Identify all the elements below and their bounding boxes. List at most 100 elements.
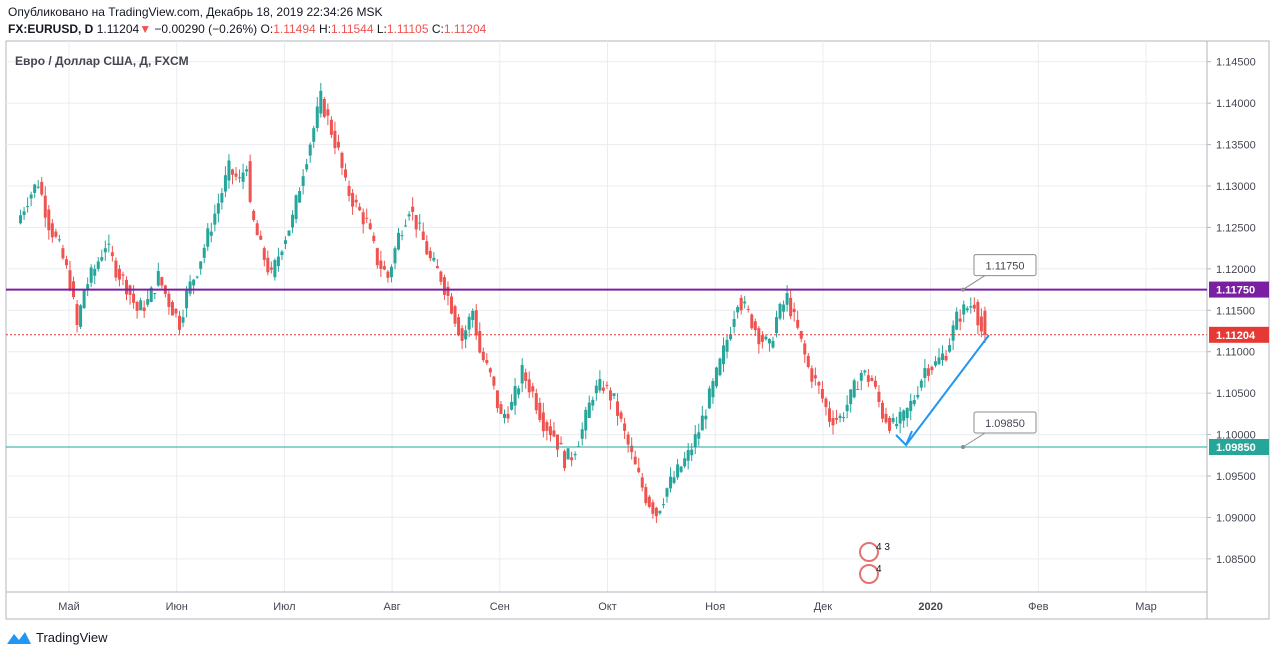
candle-body — [29, 194, 33, 199]
candle-body — [202, 247, 206, 258]
candle-body — [683, 458, 687, 467]
candle-body — [213, 213, 217, 225]
candle-body — [951, 325, 955, 341]
candle-body — [255, 223, 259, 236]
candle-body — [230, 169, 234, 175]
support-callout-connector — [962, 432, 986, 448]
time-axis: Май Июн Июл Авг Сен Окт Ноя Дек 2020 Фев Мар — [58, 601, 1157, 613]
last-price: 1.11204 — [96, 22, 140, 36]
candle-body — [898, 411, 902, 424]
candle-body — [626, 434, 630, 445]
candle-body — [103, 248, 107, 253]
candle-body — [428, 250, 432, 259]
y-tick-label: 1.13500 — [1216, 140, 1256, 152]
resistance-callout-connector — [962, 275, 986, 290]
candle-body — [149, 287, 153, 302]
candle-body — [160, 277, 164, 286]
x-tick-label: Сен — [490, 601, 510, 613]
candle-body — [110, 252, 114, 257]
candle-body — [640, 477, 644, 488]
candle-body — [43, 195, 47, 218]
candle-body — [467, 316, 471, 330]
candle-body — [729, 334, 733, 340]
candle-body — [895, 423, 899, 427]
candle-body — [584, 409, 588, 431]
candle-body — [495, 390, 499, 409]
candle-body — [269, 267, 273, 270]
candle-body — [732, 319, 736, 327]
candle-body — [700, 415, 704, 431]
candle-body — [442, 277, 446, 295]
resistance-callout-box — [973, 254, 1037, 277]
candle-body — [905, 407, 909, 418]
candle-body — [690, 449, 694, 456]
event-count: 4 — [876, 564, 882, 575]
candle-body — [404, 225, 408, 227]
candle-body — [340, 152, 344, 168]
candle-body — [68, 270, 72, 289]
candle-body — [619, 412, 623, 419]
levels[interactable]: 1.11750 1.11750 1.09850 1.09850 1.11204 — [6, 254, 1269, 455]
footer[interactable]: TradingView — [6, 630, 108, 645]
candle-body — [527, 379, 531, 393]
x-tick-label: Фев — [1028, 601, 1048, 613]
support-axis-label-bg — [1209, 439, 1269, 455]
candle-body — [100, 257, 104, 261]
candle-body — [820, 389, 824, 399]
candle-body — [319, 90, 323, 114]
candle-body — [746, 308, 750, 310]
candle-body — [195, 276, 199, 278]
candle-body — [856, 389, 860, 390]
candle-body — [167, 293, 171, 307]
candle-body — [877, 391, 881, 403]
candle-body — [407, 214, 411, 217]
candle-body — [757, 328, 761, 345]
candle-body — [888, 418, 892, 431]
symbol-name: FX:EURUSD, D — [8, 22, 94, 36]
candle-body — [933, 361, 937, 366]
x-tick-label: Дек — [814, 601, 833, 613]
candle-body — [563, 451, 567, 469]
candle-body — [902, 410, 906, 421]
candle-body — [40, 181, 44, 195]
open-value: 1.11494 — [273, 22, 316, 36]
candle-body — [948, 345, 952, 352]
forecast-arrow-line — [905, 334, 990, 446]
candle-body — [873, 380, 877, 387]
candle-body — [693, 434, 697, 447]
candle-body — [555, 434, 559, 450]
candle-body — [654, 507, 658, 517]
candle-body — [722, 345, 726, 365]
ohlc-info: FX:EURUSD, D 1.11204▼ −0.00290 (−0.26%) … — [8, 22, 486, 36]
candle-body — [262, 248, 266, 260]
candle-body — [976, 302, 980, 326]
candle-body — [651, 502, 655, 514]
candle-body — [669, 476, 673, 489]
event-badges[interactable]: 4 3 4 — [859, 542, 890, 584]
candle-body — [471, 310, 475, 320]
candle-body — [26, 206, 30, 208]
candle-body — [411, 206, 415, 212]
x-tick-label: Окт — [598, 601, 617, 613]
candle-body — [771, 340, 775, 348]
candle-body — [276, 256, 280, 267]
forecast[interactable] — [895, 334, 990, 447]
y-tick-label: 1.13000 — [1216, 181, 1256, 193]
candle-body — [764, 336, 768, 340]
candle-body — [912, 400, 916, 405]
candle-body — [594, 385, 598, 394]
candle-body — [866, 375, 870, 382]
candle-body — [146, 299, 150, 305]
candle-body — [605, 384, 609, 386]
candle-body — [50, 223, 54, 238]
candle-body — [464, 330, 468, 340]
candle-body — [238, 177, 242, 179]
candle-body — [831, 418, 835, 426]
support-callout-anchor — [961, 445, 965, 449]
candle-body — [481, 351, 485, 361]
candle-body — [580, 429, 584, 439]
candle-body — [117, 268, 121, 280]
candle-body — [909, 400, 913, 412]
candle-body — [336, 141, 340, 148]
